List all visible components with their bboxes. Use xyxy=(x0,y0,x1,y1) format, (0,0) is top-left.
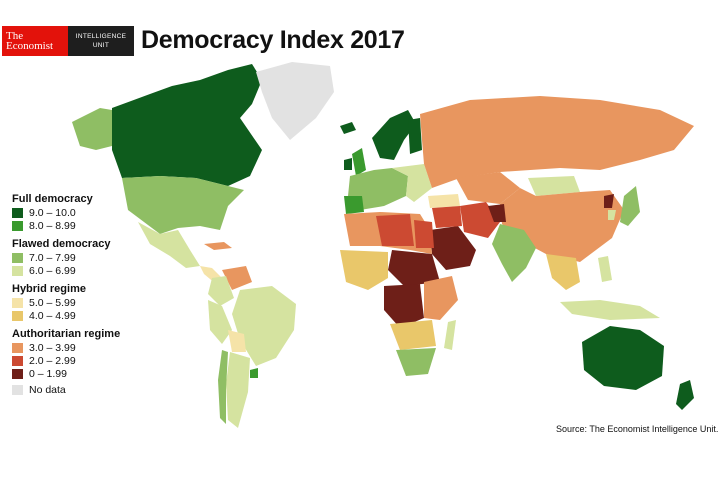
region-saudi-arabia xyxy=(430,226,476,270)
region-north-korea xyxy=(604,194,614,208)
legend-item: 7.0 – 7.99 xyxy=(12,252,120,264)
logo-brand-line2: Economist xyxy=(6,40,54,52)
legend-heading-hybrid-regime: Hybrid regime xyxy=(12,283,86,295)
region-southeast-asia xyxy=(546,254,580,290)
legend-swatch xyxy=(12,266,23,276)
region-russia xyxy=(420,96,694,188)
legend-swatch xyxy=(12,356,23,366)
legend-swatch xyxy=(12,369,23,379)
region-argentina xyxy=(226,352,250,428)
legend-item: 8.0 – 8.99 xyxy=(12,220,120,232)
legend-swatch xyxy=(12,311,23,321)
economist-intelligence-unit-logo: The Economist INTELLIGENCE UNIT xyxy=(2,26,134,56)
region-india xyxy=(492,224,536,282)
region-alaska xyxy=(72,108,112,150)
source-note: Source: The Economist Intelligence Unit. xyxy=(556,424,719,434)
logo-brand-line1: The xyxy=(6,30,24,42)
region-colombia xyxy=(208,276,234,306)
region-western-europe xyxy=(348,168,408,210)
logo-unit-line2: UNIT xyxy=(92,42,110,49)
region-japan xyxy=(620,186,640,226)
economist-logo: The Economist xyxy=(2,26,68,56)
region-southern-africa-north xyxy=(390,320,436,350)
region-iceland xyxy=(340,122,356,134)
region-australia xyxy=(582,326,664,390)
legend-label: 2.0 – 2.99 xyxy=(29,355,76,367)
region-sudan-chad xyxy=(388,250,440,286)
legend-label: 5.0 – 5.99 xyxy=(29,297,76,309)
legend-item: 3.0 – 3.99 xyxy=(12,342,120,354)
region-madagascar xyxy=(444,320,456,350)
legend-swatch xyxy=(12,253,23,263)
region-usa xyxy=(122,176,244,234)
region-kazakhstan xyxy=(456,172,520,204)
region-canada xyxy=(112,64,262,186)
page-title: Democracy Index 2017 xyxy=(141,26,405,54)
legend-swatch xyxy=(12,221,23,231)
region-west-africa xyxy=(340,250,388,290)
legend-item-no-data: No data xyxy=(12,384,120,396)
legend-label: 6.0 – 6.99 xyxy=(29,265,76,277)
legend-label: 3.0 – 3.99 xyxy=(29,342,76,354)
intelligence-unit-logo: INTELLIGENCE UNIT xyxy=(68,26,134,56)
region-egypt xyxy=(414,220,434,248)
legend-heading-flawed-democracy: Flawed democracy xyxy=(12,238,111,250)
legend-label: No data xyxy=(29,384,66,396)
legend-label: 8.0 – 8.99 xyxy=(29,220,76,232)
legend-swatch xyxy=(12,298,23,308)
region-afghanistan xyxy=(488,204,506,222)
legend-item: 0 – 1.99 xyxy=(12,368,120,380)
region-finland xyxy=(408,118,422,154)
legend-item: 9.0 – 10.0 xyxy=(12,207,120,219)
region-norway-sweden xyxy=(372,110,416,160)
region-chile xyxy=(218,350,228,424)
region-algeria-libya xyxy=(376,214,414,246)
region-ireland xyxy=(344,158,352,170)
region-mexico xyxy=(138,222,200,268)
region-greenland xyxy=(256,62,334,140)
legend-heading-full-democracy: Full democracy xyxy=(12,193,93,205)
region-central-africa xyxy=(384,284,424,328)
region-philippines xyxy=(598,256,612,282)
region-brazil xyxy=(232,286,296,366)
region-uruguay xyxy=(250,368,258,378)
legend-swatch xyxy=(12,343,23,353)
legend-item: 5.0 – 5.99 xyxy=(12,297,120,309)
region-peru xyxy=(208,300,232,344)
region-venezuela xyxy=(222,266,252,290)
legend-item: 2.0 – 2.99 xyxy=(12,355,120,367)
region-bolivia xyxy=(228,330,246,352)
legend-item: 6.0 – 6.99 xyxy=(12,265,120,277)
legend-label: 9.0 – 10.0 xyxy=(29,207,76,219)
region-south-africa xyxy=(396,348,436,376)
legend-swatch xyxy=(12,208,23,218)
region-iraq-syria xyxy=(432,206,462,228)
region-south-korea xyxy=(608,210,616,220)
region-east-africa xyxy=(424,276,458,320)
region-uk xyxy=(352,148,366,176)
legend-swatch xyxy=(12,385,23,395)
logo-unit-line1: INTELLIGENCE xyxy=(75,33,127,40)
region-mongolia xyxy=(528,176,580,196)
legend-label: 0 – 1.99 xyxy=(29,368,67,380)
legend-heading-authoritarian-regime: Authoritarian regime xyxy=(12,328,121,340)
legend-label: 4.0 – 4.99 xyxy=(29,310,76,322)
region-cuba xyxy=(204,242,232,250)
legend-item: 4.0 – 4.99 xyxy=(12,310,120,322)
region-turkey xyxy=(428,194,460,208)
region-indonesia xyxy=(560,300,660,320)
legend-label: 7.0 – 7.99 xyxy=(29,252,76,264)
region-new-zealand xyxy=(676,380,694,410)
region-eastern-europe xyxy=(392,164,432,202)
region-spain xyxy=(344,196,364,214)
map-legend: Full democracy 9.0 – 10.0 8.0 – 8.99 Fla… xyxy=(12,193,120,397)
